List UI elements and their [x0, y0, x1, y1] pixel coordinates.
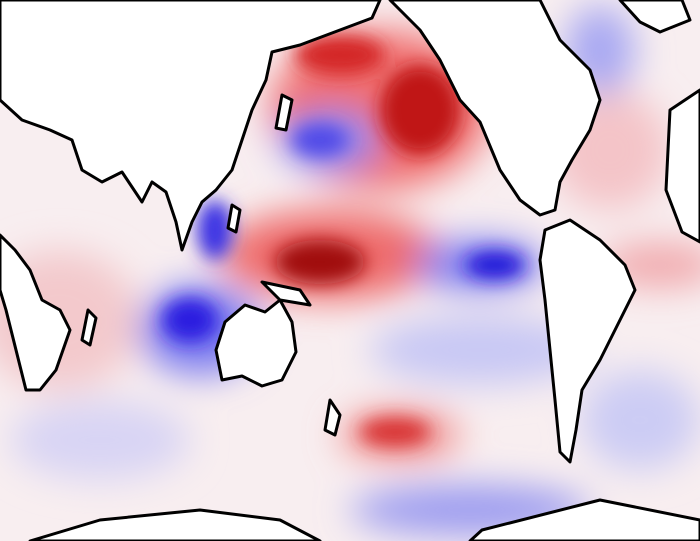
- cool-anomaly: [580, 370, 700, 470]
- philippines: [226, 203, 242, 234]
- eurasia: [0, 0, 382, 252]
- antarctica: [28, 508, 322, 541]
- australia: [214, 298, 298, 388]
- madagascar: [80, 308, 98, 347]
- new-guinea: [260, 280, 312, 307]
- south-america: [538, 218, 637, 464]
- anomaly-field-cores: [162, 35, 525, 446]
- japan: [274, 93, 294, 132]
- warm-core: [275, 240, 365, 284]
- greenland: [618, 0, 692, 34]
- cool-core: [197, 200, 233, 260]
- warm-core: [295, 35, 385, 75]
- cool-anomaly: [10, 400, 190, 480]
- warm-core: [380, 65, 460, 155]
- cool-core: [465, 251, 525, 279]
- cool-anomaly: [370, 315, 590, 385]
- antarctica: [468, 498, 700, 541]
- africa: [0, 233, 72, 392]
- new-zealand: [323, 398, 342, 437]
- cool-core: [292, 124, 348, 156]
- north-america: [388, 0, 602, 217]
- cool-core: [162, 298, 218, 342]
- europe-africa-east: [664, 88, 700, 244]
- warm-core: [360, 418, 430, 446]
